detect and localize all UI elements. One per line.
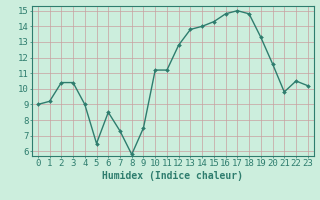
X-axis label: Humidex (Indice chaleur): Humidex (Indice chaleur) (102, 171, 243, 181)
